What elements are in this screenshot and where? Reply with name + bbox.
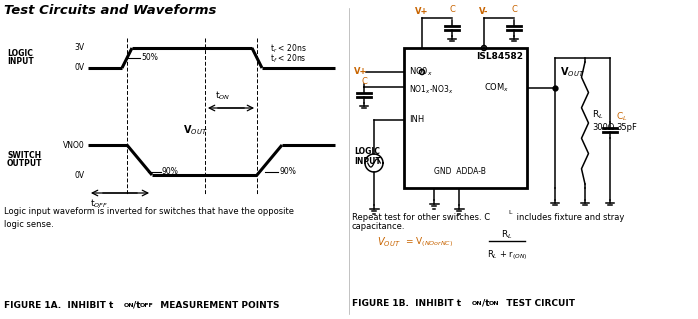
Text: LOGIC: LOGIC: [7, 49, 33, 58]
Text: NO0$_x$: NO0$_x$: [409, 66, 433, 78]
Text: NO1$_x$-NO3$_x$: NO1$_x$-NO3$_x$: [409, 84, 454, 96]
Text: C: C: [511, 5, 517, 14]
Text: 90%: 90%: [279, 167, 296, 176]
Text: FIGURE 1B.  INHIBIT t: FIGURE 1B. INHIBIT t: [352, 299, 461, 308]
Text: Test Circuits and Waveforms: Test Circuits and Waveforms: [4, 4, 216, 17]
Text: FIGURE 1A.  INHIBIT t: FIGURE 1A. INHIBIT t: [4, 300, 113, 309]
Text: = V$_{(NO or NC)}$: = V$_{(NO or NC)}$: [405, 235, 453, 249]
Text: C: C: [449, 5, 455, 14]
Text: LOGIC: LOGIC: [354, 147, 380, 157]
Text: V$_{OUT}$: V$_{OUT}$: [183, 123, 207, 137]
Text: C: C: [361, 78, 367, 86]
Text: V+: V+: [415, 8, 429, 17]
Text: VNO0: VNO0: [64, 140, 85, 150]
Text: capacitance.: capacitance.: [352, 222, 406, 231]
Text: t$_r$ < 20ns: t$_r$ < 20ns: [270, 43, 307, 55]
Text: R$_L$: R$_L$: [501, 229, 513, 241]
Text: 0V: 0V: [75, 63, 85, 72]
Text: L: L: [508, 210, 512, 215]
Text: Logic input waveform is inverted for switches that have the opposite
logic sense: Logic input waveform is inverted for swi…: [4, 207, 294, 229]
Text: SWITCH: SWITCH: [7, 151, 41, 160]
Text: V$_{OUT}$: V$_{OUT}$: [377, 235, 401, 249]
Text: OFF: OFF: [140, 303, 154, 308]
Text: V-: V-: [480, 8, 489, 17]
Bar: [404, 48, 527, 188]
Text: t$_{ON}$: t$_{ON}$: [215, 90, 230, 102]
Text: ON: ON: [472, 301, 482, 306]
Text: ON: ON: [489, 301, 500, 306]
Text: 50%: 50%: [141, 54, 158, 63]
Text: MEASUREMENT POINTS: MEASUREMENT POINTS: [154, 300, 279, 309]
Text: INH: INH: [409, 115, 424, 124]
Text: 90%: 90%: [162, 167, 179, 176]
Text: INPUT: INPUT: [7, 57, 34, 66]
Text: COM$_x$: COM$_x$: [484, 82, 510, 94]
Text: OUTPUT: OUTPUT: [7, 159, 43, 167]
Text: Repeat test for other switches. C: Repeat test for other switches. C: [352, 213, 490, 222]
Text: ON: ON: [124, 303, 135, 308]
Text: /t: /t: [482, 299, 489, 308]
Text: includes fixture and stray: includes fixture and stray: [514, 213, 625, 222]
Text: 300Ω: 300Ω: [592, 122, 614, 131]
Text: t$_{OFF}$: t$_{OFF}$: [90, 198, 108, 211]
Text: INPUT: INPUT: [354, 157, 380, 166]
Text: ISL84582: ISL84582: [476, 52, 523, 61]
Text: V$_{OUT}$: V$_{OUT}$: [560, 65, 585, 79]
Text: C$_L$: C$_L$: [616, 111, 628, 123]
Text: t$_f$ < 20ns: t$_f$ < 20ns: [270, 53, 306, 65]
Text: R$_L$ + r$_{(ON)}$: R$_L$ + r$_{(ON)}$: [487, 248, 527, 262]
Text: TEST CIRCUIT: TEST CIRCUIT: [500, 299, 575, 308]
Text: 0V: 0V: [75, 170, 85, 180]
Text: R$_L$: R$_L$: [592, 109, 604, 121]
Text: V+: V+: [354, 68, 368, 77]
Text: /t: /t: [133, 300, 140, 309]
Text: GND  ADDA-B: GND ADDA-B: [434, 167, 486, 176]
Text: 35pF: 35pF: [616, 123, 637, 132]
Text: 3V: 3V: [75, 43, 85, 53]
